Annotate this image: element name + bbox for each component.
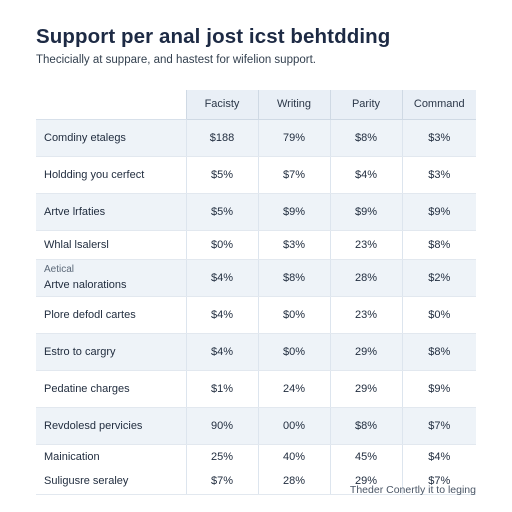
row-label: Artve nalorations bbox=[44, 279, 127, 291]
column-header-command: Command bbox=[401, 90, 476, 120]
row-sublabel: Aetical bbox=[44, 264, 75, 275]
table-cell: 23% bbox=[329, 296, 402, 334]
row-label-cell: Pedatine charges bbox=[36, 370, 186, 408]
table-header-row: Facisty Writing Parity Command bbox=[36, 90, 476, 120]
row-label: Suligusre seraley bbox=[44, 475, 129, 488]
table-row: Suligusre seraley $7% 28% 29% $7% bbox=[36, 469, 476, 495]
row-label: Comdiny etalegs bbox=[44, 131, 126, 144]
table-header: Facisty Writing Parity Command bbox=[36, 90, 476, 120]
table-cell: $5% bbox=[185, 193, 258, 231]
table-cell: $8% bbox=[401, 333, 476, 371]
table-row: Estro to cargry $4% $0% 29% $8% bbox=[36, 333, 476, 371]
table-cell: 79% bbox=[257, 119, 330, 157]
table-row: Whlal lsalersl $0% $3% 23% $8% bbox=[36, 230, 476, 260]
table-cell: 29% bbox=[329, 333, 402, 371]
row-label-cell: Plore defodl cartes bbox=[36, 296, 186, 334]
comparison-table: Facisty Writing Parity Command Comdiny e… bbox=[36, 90, 476, 495]
table-cell: $9% bbox=[401, 193, 476, 231]
table-cell: $0% bbox=[401, 296, 476, 334]
table-cell: 23% bbox=[329, 230, 402, 260]
row-label-cell: Mainication bbox=[36, 444, 186, 469]
table-cell: $8% bbox=[329, 407, 402, 445]
table-cell: $5% bbox=[185, 156, 258, 194]
table-cell: $7% bbox=[401, 407, 476, 445]
table-cell: 00% bbox=[257, 407, 330, 445]
table-cell: 29% bbox=[329, 469, 402, 495]
row-label: Revdolesd pervicies bbox=[44, 419, 143, 432]
column-header-parity: Parity bbox=[329, 90, 402, 120]
table-cell: $0% bbox=[185, 230, 258, 260]
table-row: Plore defodl cartes $4% $0% 23% $0% bbox=[36, 296, 476, 334]
row-label: Plore defodl cartes bbox=[44, 308, 136, 321]
table-cell: $3% bbox=[257, 230, 330, 260]
table-row: Artve lrfaties $5% $9% $9% $9% bbox=[36, 193, 476, 231]
table-cell: $1% bbox=[185, 370, 258, 408]
table-cell: $4% bbox=[185, 296, 258, 334]
table-cell: $7% bbox=[401, 469, 476, 495]
table-row: Holdding you cerfect $5% $7% $4% $3% bbox=[36, 156, 476, 194]
table-row: Revdolesd pervicies 90% 00% $8% $7% bbox=[36, 407, 476, 445]
table-cell: 24% bbox=[257, 370, 330, 408]
table-cell: $4% bbox=[401, 444, 476, 469]
table-cell: $8% bbox=[329, 119, 402, 157]
table-cell: $7% bbox=[257, 156, 330, 194]
comparison-table-container: Facisty Writing Parity Command Comdiny e… bbox=[36, 90, 476, 495]
table-cell: $2% bbox=[401, 259, 476, 297]
column-header-facisty: Facisty bbox=[185, 90, 258, 120]
table-body: Comdiny etalegs $188 79% $8% $3% Holdding you… bbox=[36, 119, 476, 495]
row-label: Pedatine charges bbox=[44, 382, 130, 395]
table-cell: $9% bbox=[257, 193, 330, 231]
table-cell: $3% bbox=[401, 156, 476, 194]
table-cell: 28% bbox=[257, 469, 330, 495]
page-title: Support per anal jost icst behtdding bbox=[36, 25, 391, 48]
table-cell: $8% bbox=[257, 259, 330, 297]
table-cell: $9% bbox=[401, 370, 476, 408]
row-label: Artve lrfaties bbox=[44, 205, 106, 218]
row-label-cell: Artve lrfaties bbox=[36, 193, 186, 231]
row-label: Whlal lsalersl bbox=[44, 238, 109, 251]
row-label: Mainication bbox=[44, 450, 100, 463]
table-cell: $0% bbox=[257, 333, 330, 371]
table-cell: $0% bbox=[257, 296, 330, 334]
footer-note: Theder Conertly it to leging bbox=[349, 484, 476, 496]
page-subtitle: Thecicially at suppare, and hastest for … bbox=[36, 54, 316, 66]
row-label-cell: Revdolesd pervicies bbox=[36, 407, 186, 445]
row-label: Estro to cargry bbox=[44, 345, 116, 358]
table-cell: $7% bbox=[185, 469, 258, 495]
table-row: Comdiny etalegs $188 79% $8% $3% bbox=[36, 119, 476, 157]
table-cell: $4% bbox=[329, 156, 402, 194]
row-label-cell: Suligusre seraley bbox=[36, 469, 186, 495]
row-label: Holdding you cerfect bbox=[44, 168, 145, 181]
column-header-writing: Writing bbox=[257, 90, 330, 120]
table-cell: 25% bbox=[185, 444, 258, 469]
table-cell: $3% bbox=[401, 119, 476, 157]
table-cell: $4% bbox=[185, 259, 258, 297]
row-label-cell: Holdding you cerfect bbox=[36, 156, 186, 194]
table-cell: 29% bbox=[329, 370, 402, 408]
table-cell: 45% bbox=[329, 444, 402, 469]
table-cell: 40% bbox=[257, 444, 330, 469]
row-label-cell: Comdiny etalegs bbox=[36, 119, 186, 157]
row-label-cell: Estro to cargry bbox=[36, 333, 186, 371]
table-row: Aetical Artve nalorations $4% $8% 28% $2% bbox=[36, 259, 476, 297]
row-label-cell: Whlal lsalersl bbox=[36, 230, 186, 260]
table-row: Pedatine charges $1% 24% 29% $9% bbox=[36, 370, 476, 408]
table-row: Mainication 25% 40% 45% $4% bbox=[36, 444, 476, 469]
table-cell: $4% bbox=[185, 333, 258, 371]
table-cell: $188 bbox=[185, 119, 258, 157]
table-cell: $8% bbox=[401, 230, 476, 260]
row-label-cell: Aetical Artve nalorations bbox=[36, 259, 186, 297]
table-cell: 28% bbox=[329, 259, 402, 297]
table-cell: 90% bbox=[185, 407, 258, 445]
column-header-empty bbox=[36, 90, 186, 120]
table-cell: $9% bbox=[329, 193, 402, 231]
